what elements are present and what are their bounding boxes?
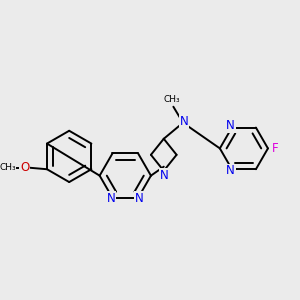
Text: F: F [272, 142, 278, 155]
Text: N: N [226, 119, 235, 133]
Text: N: N [226, 164, 235, 177]
Text: O: O [20, 161, 29, 174]
Text: N: N [135, 192, 143, 205]
Text: N: N [107, 192, 116, 205]
Text: N: N [160, 169, 169, 182]
Text: CH₃: CH₃ [0, 163, 16, 172]
Text: N: N [180, 115, 188, 128]
Text: CH₃: CH₃ [164, 95, 180, 104]
